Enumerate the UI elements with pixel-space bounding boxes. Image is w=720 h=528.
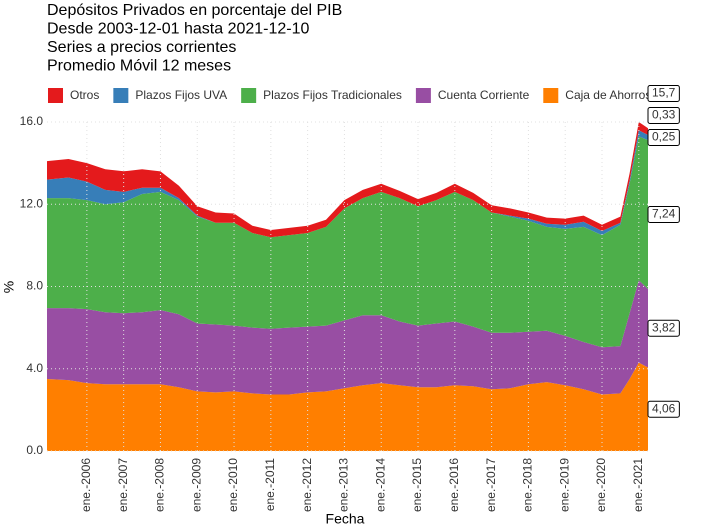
legend-swatch — [241, 88, 257, 103]
end-label: 0,25 — [647, 129, 680, 147]
area — [47, 362, 648, 451]
chart-title: Depósitos Privados en porcentaje del PIB — [47, 2, 342, 19]
x-tick-label: ene.-2019 — [557, 458, 571, 512]
y-tick-label: 0.0 — [26, 443, 43, 457]
end-label-text: 0,25 — [652, 130, 676, 144]
end-label-text: 4,06 — [652, 401, 676, 415]
end-label-box — [647, 85, 680, 103]
x-tick-label: ene.-2015 — [410, 458, 424, 512]
x-tick-label: ene.-2006 — [79, 458, 93, 512]
legend-label: Otros — [70, 88, 99, 102]
end-label: 7,24 — [647, 206, 680, 224]
end-label-box — [647, 400, 680, 418]
y-tick-label: 16.0 — [20, 114, 44, 128]
legend-swatch — [543, 88, 559, 103]
end-label-text: 0,33 — [652, 108, 676, 122]
end-label-text: 7,24 — [652, 207, 676, 221]
x-tick-label: ene.-2017 — [484, 458, 498, 512]
legend-swatch — [48, 88, 63, 103]
area — [47, 280, 648, 395]
x-tick-label: ene.-2008 — [153, 458, 167, 512]
end-label: 0,33 — [647, 107, 680, 125]
chart-title: Series a precios corrientes — [47, 39, 236, 56]
x-tick-label: ene.-2018 — [521, 458, 535, 512]
end-label-text: 15,7 — [652, 86, 676, 100]
x-tick-label: ene.-2016 — [447, 458, 461, 512]
x-tick-label: ene.-2012 — [300, 458, 314, 512]
y-tick-label: 12.0 — [20, 196, 44, 210]
legend-swatch — [113, 88, 129, 103]
x-tick-label: ene.-2007 — [116, 458, 130, 512]
area — [47, 122, 648, 238]
end-label: 3,82 — [647, 319, 680, 337]
x-tick-label: ene.-2010 — [226, 458, 240, 512]
legend-label: Caja de Ahorros — [565, 88, 651, 102]
end-label-box — [647, 206, 680, 224]
x-tick-label: ene.-2009 — [189, 458, 203, 512]
end-label: 15,7 — [647, 85, 680, 103]
y-tick-label: 4.0 — [26, 361, 43, 375]
legend-label: Cuenta Corriente — [438, 88, 530, 102]
x-tick-label: ene.-2014 — [373, 458, 387, 512]
end-label-box — [647, 129, 680, 147]
chart-title: Desde 2003-12-01 hasta 2021-12-10 — [47, 21, 310, 38]
end-label-box — [647, 107, 680, 125]
chart-title: Promedio Móvil 12 meses — [47, 58, 231, 75]
y-tick-label: 8.0 — [26, 279, 43, 293]
x-tick-label: ene.-2013 — [337, 458, 351, 512]
x-tick-label: ene.-2011 — [263, 458, 277, 511]
y-axis-title: % — [1, 281, 17, 293]
legend-label: Plazos Fijos UVA — [135, 88, 227, 102]
x-tick-label: ene.-2021 — [631, 458, 645, 512]
x-axis-title: Fecha — [326, 511, 365, 527]
legend-swatch — [415, 88, 431, 103]
end-label-text: 3,82 — [652, 320, 676, 334]
end-label: 4,06 — [647, 400, 680, 418]
end-label-box — [647, 319, 680, 337]
x-tick-label: ene.-2020 — [594, 458, 608, 512]
legend-label: Plazos Fijos Tradicionales — [263, 88, 402, 102]
area — [47, 130, 648, 238]
